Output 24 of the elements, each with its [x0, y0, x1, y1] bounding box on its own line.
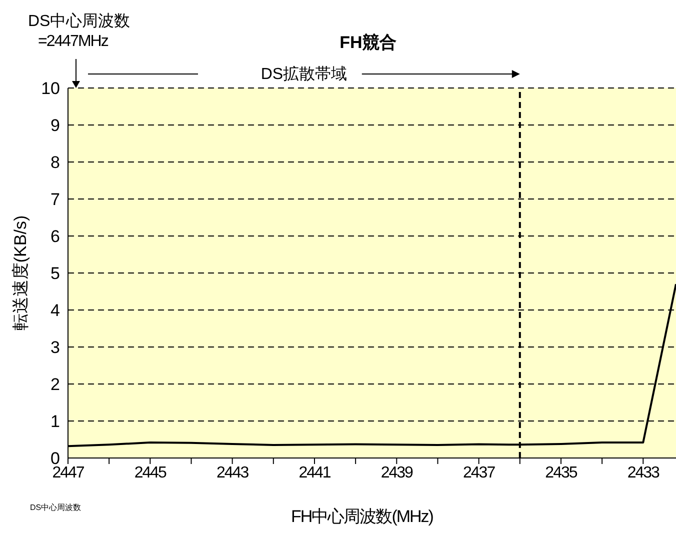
y-tick-label: 2 [50, 375, 60, 394]
y-axis-title: 転送速度(KB/s) [11, 215, 30, 331]
x-axis-title: FH中心周波数(MHz) [291, 507, 434, 526]
y-tick-label: 1 [50, 412, 60, 432]
x-tick-label: 2441 [298, 464, 332, 482]
text: DS中心周波数 =2447MHz [28, 12, 130, 50]
x-tick-label: 2439 [380, 464, 414, 482]
chart-title: FH競合 [340, 33, 396, 52]
text: DS拡散帯域 [260, 65, 348, 83]
y-tick-label: 9 [50, 116, 60, 136]
y-tick-label: 5 [50, 264, 60, 284]
y-tick-label: 10 [41, 79, 60, 98]
y-tick-label: 3 [50, 338, 60, 358]
x-tick-label: 2435 [545, 464, 578, 482]
x-tick-label: 2437 [463, 464, 496, 482]
y-tick-label: 4 [50, 301, 60, 320]
y-tick-label: 6 [50, 227, 60, 246]
x-tick-label: 2445 [134, 464, 168, 482]
x-tick-label: 2433 [627, 464, 660, 482]
y-tick-label: 7 [50, 190, 60, 210]
x-tick-label: 2443 [216, 464, 250, 482]
text: DS中心周波数 [30, 503, 82, 512]
y-tick-label: 8 [50, 153, 60, 172]
x-tick-label: 2447 [52, 464, 85, 482]
